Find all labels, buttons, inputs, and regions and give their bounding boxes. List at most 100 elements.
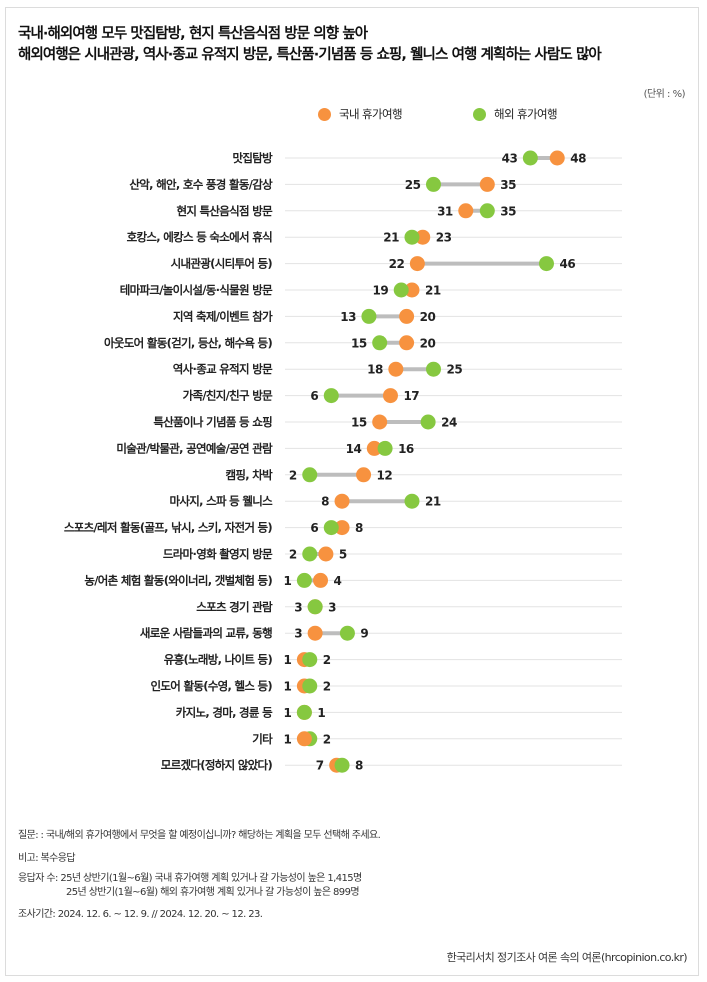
overseas-dot (426, 361, 441, 377)
value-label-low: 25 (405, 178, 421, 192)
value-label-low: 6 (310, 521, 318, 535)
value-label-high: 1 (317, 706, 325, 720)
chart-row: 호캉스, 에캉스 등 숙소에서 휴식 21 23 (127, 229, 622, 245)
overseas-dot (372, 335, 388, 351)
value-label-high: 46 (559, 257, 575, 271)
category-label: 모르겠다(정하지 않았다) (161, 758, 273, 772)
value-label-high: 20 (420, 336, 436, 350)
chart-row: 지역 축제/이벤트 참가 13 20 (173, 308, 622, 324)
chart-row: 스포츠/레저 활동(골프, 낚시, 스키, 자전거 등) 6 8 (64, 520, 622, 536)
value-label-low: 18 (367, 363, 383, 377)
value-label-high: 35 (500, 204, 516, 218)
chart-row: 맛집탐방 43 48 (232, 150, 622, 166)
note-respondents-1: 응답자 수: 25년 상반기(1월~6월) 국내 휴가여행 계획 있거나 갈 가… (18, 873, 362, 884)
value-label-high: 8 (355, 759, 363, 773)
value-label-low: 21 (383, 231, 399, 245)
category-label: 카지노, 경마, 경륜 등 (176, 705, 273, 719)
category-label: 유흥(노래방, 나이트 등) (164, 653, 273, 667)
category-label: 시내관광(시티투어 등) (171, 257, 273, 271)
value-label-low: 14 (346, 442, 362, 456)
value-label-low: 19 (373, 284, 389, 298)
chart-row: 드라마·영화 촬영지 방문 2 5 (163, 546, 622, 562)
overseas-dot (479, 203, 495, 219)
chart-row: 기타 1 2 (252, 731, 622, 747)
domestic-dot (318, 546, 334, 562)
legend-overseas-marker (473, 107, 486, 121)
domestic-dot (549, 150, 565, 166)
value-label-high: 2 (323, 653, 331, 667)
chart-row: 인도어 활동(수영, 헬스 등) 1 2 (151, 678, 622, 694)
value-label-high: 5 (339, 548, 347, 562)
title-line-2: 해외여행은 시내관광, 역사·종교 유적지 방문, 특산품·기념품 등 쇼핑, … (18, 47, 602, 63)
overseas-dot (296, 704, 312, 720)
domestic-dot (404, 282, 420, 298)
value-label-low: 31 (437, 204, 453, 218)
category-label: 스포츠/레저 활동(골프, 낚시, 스키, 자전거 등) (64, 521, 273, 535)
domestic-dot (366, 440, 382, 456)
value-label-high: 9 (360, 627, 368, 641)
value-label-high: 16 (398, 442, 414, 456)
overseas-dot (538, 256, 554, 272)
category-label: 캠핑, 차박 (226, 468, 274, 482)
domestic-dot (409, 256, 425, 272)
value-label-low: 7 (316, 759, 324, 773)
domestic-dot (356, 467, 372, 483)
chart-row: 시내관광(시티투어 등) 22 46 (171, 256, 622, 272)
category-label: 테마파크/놀이시설/동·식물원 방문 (120, 283, 273, 297)
category-label: 지역 축제/이벤트 참가 (173, 309, 273, 323)
chart-row: 아웃도어 활동(걷기, 등산, 해수욕 등) 15 20 (104, 335, 622, 351)
overseas-dot (426, 176, 441, 192)
domestic-dot (296, 731, 312, 747)
value-label-low: 6 (310, 389, 318, 403)
domestic-dot (479, 176, 495, 192)
category-label: 마사지, 스파 등 웰니스 (170, 494, 274, 508)
chart-row: 모르겠다(정하지 않았다) 7 8 (161, 757, 622, 773)
category-label: 스포츠 경기 관람 (196, 600, 273, 614)
value-label-high: 20 (420, 310, 436, 324)
note-question: 질문: : 국내/해외 휴가여행에서 무엇을 할 예정이십니까? 해당하는 계획… (18, 830, 381, 841)
category-label: 아웃도어 활동(걷기, 등산, 해수욕 등) (104, 336, 272, 350)
note-remark: 비고: 복수응답 (18, 853, 76, 864)
overseas-dot (361, 308, 377, 324)
chart-row: 가족/친지/친구 방문 6 17 (183, 388, 622, 404)
value-label-high: 35 (500, 178, 516, 192)
category-label: 산악, 해안, 호수 풍경 활동/감상 (129, 177, 273, 191)
overseas-dot (302, 678, 318, 694)
value-label-low: 3 (294, 627, 302, 641)
chart-frame (5, 7, 699, 976)
value-label-low: 22 (389, 257, 405, 271)
overseas-dot (377, 440, 393, 456)
value-label-low: 1 (284, 732, 292, 746)
overseas-dot (302, 546, 318, 562)
value-label-low: 1 (284, 706, 292, 720)
overseas-dot (296, 572, 312, 588)
category-label: 드라마·영화 촬영지 방문 (163, 547, 273, 561)
value-label-high: 4 (334, 574, 342, 588)
chart-row: 특산품이나 기념품 등 쇼핑 15 24 (153, 414, 622, 430)
chart-row: 역사·종교 유적지 방문 18 25 (173, 361, 622, 377)
overseas-dot (334, 757, 350, 773)
category-label: 역사·종교 유적지 방문 (173, 362, 273, 376)
overseas-dot (522, 150, 538, 166)
category-label: 호캉스, 에캉스 등 숙소에서 휴식 (127, 230, 272, 244)
value-label-high: 25 (447, 363, 463, 377)
value-label-low: 15 (351, 336, 367, 350)
chart-row: 새로운 사람들과의 교류, 동행 3 9 (140, 625, 622, 641)
overseas-dot (323, 520, 339, 536)
value-label-low: 8 (321, 495, 329, 509)
value-label-low: 2 (289, 468, 297, 482)
value-label-high: 3 (328, 600, 336, 614)
value-label-high: 2 (323, 732, 331, 746)
domestic-dot (399, 335, 415, 351)
overseas-dot (323, 388, 339, 404)
domestic-dot (458, 203, 474, 219)
domestic-dot (334, 493, 350, 509)
value-label-high: 24 (441, 416, 457, 430)
chart-row: 미술관/박물관, 공연예술/공연 관람 14 16 (116, 440, 622, 456)
note-respondents-2: 25년 상반기(1월~6월) 해외 휴가여행 계획 있거나 갈 가능성이 높은 … (66, 887, 360, 898)
category-label: 맛집탐방 (232, 151, 273, 165)
category-label: 새로운 사람들과의 교류, 동행 (140, 626, 272, 640)
chart-row: 산악, 해안, 호수 풍경 활동/감상 25 35 (129, 176, 622, 192)
domestic-dot (415, 229, 431, 245)
